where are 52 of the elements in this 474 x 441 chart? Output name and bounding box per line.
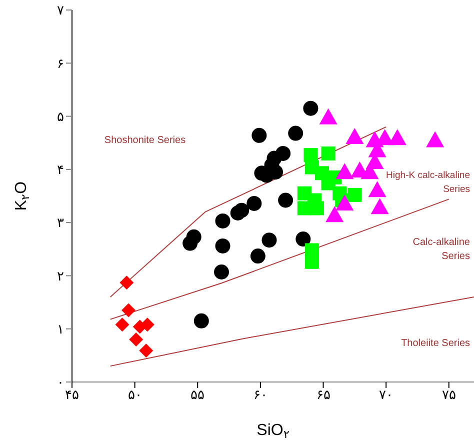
point: [215, 213, 230, 228]
point: [139, 344, 154, 358]
point: [246, 196, 262, 211]
point: [304, 148, 318, 162]
x-tick-label: ۷۵: [442, 387, 456, 402]
x-tick-label: ۷۰: [379, 387, 394, 402]
point: [214, 264, 229, 280]
point: [276, 146, 291, 161]
point: [278, 192, 294, 208]
x-tick-label: ۵۰: [128, 387, 142, 402]
y-tick-label: ۲: [57, 268, 64, 284]
point: [215, 238, 230, 254]
point: [186, 229, 202, 244]
point: [326, 206, 344, 222]
point: [262, 232, 277, 248]
point: [336, 194, 354, 210]
point: [250, 248, 266, 264]
point: [348, 188, 362, 202]
point: [129, 332, 144, 346]
annotation: Calc-alkaline Series: [412, 237, 470, 262]
point: [304, 254, 319, 269]
y-tick-label: ۰: [57, 374, 64, 390]
x-tick-label: ۵۵: [190, 387, 205, 402]
point: [120, 276, 134, 290]
y-tick-label: ۴: [57, 162, 64, 178]
point: [296, 232, 311, 247]
annotation: High-K calc-alkaline Series: [386, 170, 470, 195]
y-tick-label: ۵: [57, 108, 64, 124]
point: [388, 129, 406, 146]
y-tick-label: ۶: [57, 56, 64, 71]
point: [319, 108, 338, 124]
annotation: Tholeiite Series: [401, 338, 470, 349]
annotation: Shoshonite Series: [104, 135, 186, 146]
y-tick-label: ۷: [57, 2, 64, 18]
point: [194, 313, 209, 328]
point: [336, 163, 354, 180]
point: [234, 202, 250, 218]
y-tick-label: ۱: [57, 321, 64, 336]
point: [346, 128, 364, 144]
point: [252, 128, 267, 143]
point: [368, 181, 386, 198]
point: [370, 198, 389, 214]
point: [288, 126, 304, 141]
x-tick-label: ۴۵: [65, 387, 79, 402]
point: [115, 318, 130, 332]
point: [426, 131, 444, 148]
point: [122, 303, 136, 318]
x-tick-label: ۶۵: [316, 387, 330, 402]
x-tick-label: ۶۰: [253, 387, 268, 402]
point: [303, 100, 318, 116]
y-tick-label: ۳: [57, 215, 64, 230]
point: [321, 146, 336, 160]
